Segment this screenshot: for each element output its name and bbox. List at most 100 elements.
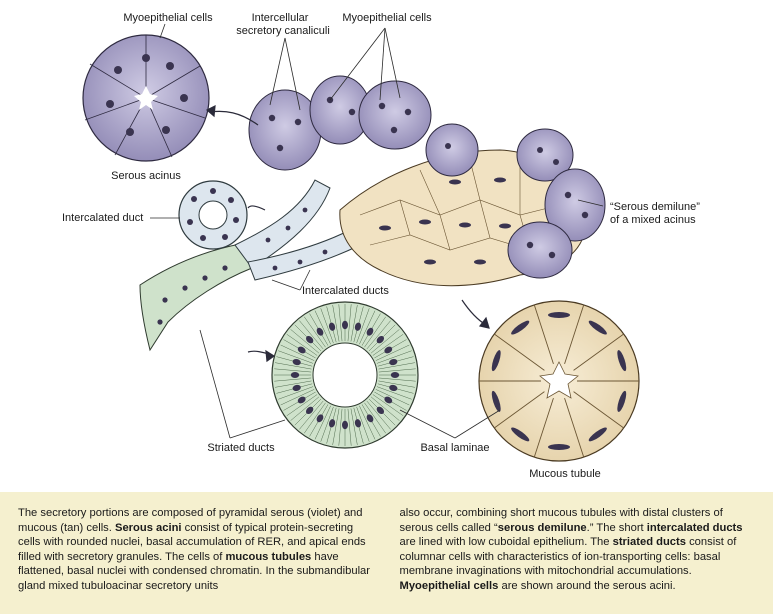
striated-duct-section	[271, 301, 419, 449]
nucleus	[328, 419, 336, 428]
striation-line	[275, 362, 312, 370]
striation-line	[359, 310, 376, 345]
caption-text: have flattened, basal nuclei with conden…	[18, 550, 371, 592]
striation-line	[378, 380, 415, 388]
label-serous-demilune-line1: “Serous demilune”	[610, 201, 700, 213]
serous-lobe	[248, 89, 322, 171]
striation-line	[347, 408, 352, 446]
nucleus	[588, 320, 607, 335]
cell-boundary	[573, 333, 624, 371]
nucleus	[617, 350, 627, 372]
label-myoepithelial-left: Myoepithelial cells	[123, 12, 213, 24]
mucous-tubule-section	[478, 300, 640, 462]
striation-line	[280, 389, 315, 406]
striation-line	[376, 386, 412, 400]
nucleus	[297, 346, 306, 354]
nucleus	[292, 358, 301, 366]
striation-line	[290, 329, 320, 354]
striation-line	[350, 305, 358, 342]
striation-line	[372, 394, 404, 416]
serous-lobe	[425, 123, 479, 177]
striation-line	[370, 396, 400, 421]
label-serous-acinus: Serous acinus	[111, 170, 181, 182]
caption-text: .” The short	[586, 521, 647, 534]
serous-lobe	[544, 168, 606, 242]
caption-term: Myoepithelial cells	[399, 579, 499, 592]
nucleus	[376, 335, 385, 344]
striation-line	[286, 334, 318, 356]
striation-line	[347, 304, 352, 342]
serous-lobe	[507, 221, 573, 279]
striation-line	[356, 308, 370, 344]
nucleus	[617, 390, 627, 412]
cell-boundary	[533, 304, 554, 365]
striation-line	[350, 408, 358, 445]
nucleus	[390, 372, 400, 378]
striation-line	[338, 304, 343, 342]
nucleus	[548, 312, 570, 318]
striated-duct-trunk	[139, 243, 253, 352]
striation-line	[366, 400, 391, 430]
nucleus	[354, 419, 362, 428]
label-intercalated-duct: Intercalated duct	[62, 212, 143, 224]
striation-line	[274, 377, 312, 382]
nucleus	[354, 322, 362, 331]
nucleus	[328, 322, 336, 331]
striation-line	[375, 389, 410, 406]
striation-line	[370, 329, 400, 354]
striation-line	[299, 400, 324, 430]
label-serous-demilune-line2: of a mixed acinus	[610, 214, 696, 226]
striation-line	[375, 344, 410, 361]
nucleus	[491, 350, 501, 372]
intercalated-duct-section	[178, 180, 248, 250]
striation-line	[314, 310, 331, 345]
cell-boundary	[494, 333, 545, 371]
label-intercalated-ducts: Intercalated ducts	[302, 285, 389, 297]
striation-line	[280, 344, 315, 361]
leader-lines	[150, 23, 604, 439]
label-striated-ducts: Striated ducts	[207, 442, 275, 454]
striation-line	[364, 316, 386, 348]
striation-line	[299, 320, 324, 350]
nucleus	[342, 320, 348, 330]
striation-line	[378, 377, 416, 382]
striation-line	[356, 406, 370, 442]
striation-line	[304, 316, 326, 348]
cell-boundary	[564, 397, 585, 458]
nucleus	[297, 396, 306, 404]
nucleus	[290, 372, 300, 378]
nucleus	[316, 414, 324, 423]
striation-line	[332, 408, 340, 445]
figure-caption: The secretory portions are composed of p…	[0, 492, 773, 614]
nucleus	[384, 346, 393, 354]
serous-lobe	[516, 128, 574, 182]
striation-line	[320, 406, 334, 442]
nucleus	[292, 384, 301, 392]
nucleus	[376, 406, 385, 415]
caption-right-column: also occur, combining short mucous tubul…	[400, 506, 758, 614]
nucleus	[389, 358, 398, 366]
caption-left-column: The secretory portions are composed of p…	[18, 506, 376, 614]
serous-lobes	[248, 75, 606, 279]
nucleus	[305, 406, 314, 415]
nucleus	[366, 327, 374, 336]
diagram-labels: Myoepithelial cells Intercellular secret…	[62, 12, 700, 480]
label-myoepithelial-right: Myoepithelial cells	[342, 12, 432, 24]
gland-body	[139, 75, 606, 352]
cell-boundary	[533, 397, 554, 458]
striation-line	[275, 380, 312, 388]
cell-boundary	[573, 391, 624, 429]
nucleus	[389, 384, 398, 392]
striation-line	[304, 402, 326, 434]
caption-term: mucous tubules	[225, 550, 312, 563]
label-mucous-tubule: Mucous tubule	[529, 468, 601, 480]
striation-line	[274, 368, 312, 373]
striation-line	[290, 396, 320, 421]
caption-text: are shown around the serous acini.	[498, 579, 676, 592]
striation-line	[314, 405, 331, 440]
serous-acinus-section	[82, 34, 210, 162]
cell-boundary	[564, 304, 585, 365]
striation-line	[320, 308, 334, 344]
salivary-gland-diagram: Myoepithelial cells Intercellular secret…	[62, 12, 700, 480]
nucleus	[342, 420, 348, 430]
